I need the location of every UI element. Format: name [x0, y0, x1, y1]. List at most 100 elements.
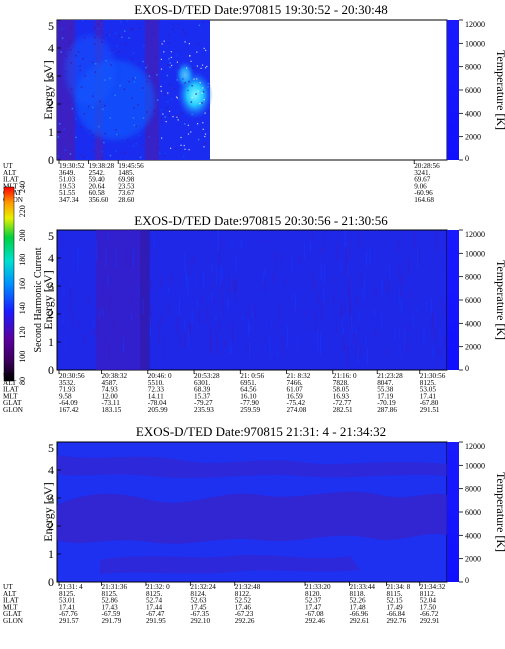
stria-mark — [187, 276, 189, 297]
stria-mark — [350, 315, 352, 329]
noise-speck — [168, 58, 170, 60]
noise-speck — [94, 27, 96, 29]
colorbar-tick-label: 240 — [18, 181, 27, 193]
noise-speck — [197, 124, 199, 126]
noise-speck — [71, 20, 73, 22]
noise-speck — [188, 149, 190, 151]
stria-mark — [130, 296, 132, 304]
noise-speck — [124, 151, 127, 154]
stria-mark — [345, 247, 347, 264]
orbit-value: -60.96 — [414, 189, 433, 197]
orbit-value: -67.23 — [235, 610, 254, 618]
orbit-value: 292.76 — [386, 617, 406, 625]
stria-mark — [355, 329, 357, 335]
noise-speck — [80, 126, 82, 129]
orbit-row-label: GLON — [3, 406, 24, 414]
stria-mark — [321, 300, 323, 321]
stria-mark — [312, 269, 314, 291]
y-tick-label: 5 — [48, 19, 54, 33]
stria-mark — [216, 333, 218, 355]
stria-mark — [294, 292, 296, 312]
noise-speck — [190, 101, 193, 103]
noise-speck — [57, 155, 60, 157]
stria-mark — [96, 240, 98, 262]
orbit-value: -78.04 — [148, 399, 167, 407]
noise-speck — [133, 124, 136, 127]
noise-speck — [145, 66, 147, 69]
orbit-row-label: GLAT — [3, 399, 22, 407]
noise-speck — [195, 93, 197, 95]
orbit-value: 8125. — [102, 590, 118, 598]
noise-speck — [139, 27, 141, 29]
noise-speck — [74, 118, 77, 120]
y2-tick-label: 2000 — [465, 555, 481, 564]
orbit-value: 21:33:44 — [349, 583, 375, 591]
orbit-value: 17.41 — [420, 392, 437, 400]
noise-speck — [162, 113, 164, 115]
stria-mark — [399, 343, 401, 356]
orbit-value: 17.50 — [420, 603, 437, 611]
colorbar-tick-label: 220 — [18, 205, 27, 217]
orbit-value: 52.15 — [386, 597, 403, 605]
noise-speck — [177, 119, 179, 121]
stria-mark — [365, 337, 367, 345]
stria-mark — [72, 311, 74, 330]
noise-speck — [68, 141, 71, 144]
noise-speck — [193, 78, 195, 80]
noise-speck — [119, 84, 121, 87]
panel-3-temperature-bar — [447, 442, 459, 582]
y-tick-label: 2 — [48, 97, 54, 111]
orbit-value: 8124. — [190, 590, 206, 598]
orbit-value: -67.35 — [190, 610, 209, 618]
noise-speck — [131, 97, 134, 99]
stria-mark — [177, 316, 179, 333]
panel-1-orbit-table: UTALTILATMLTGLATGLON19:30:523649.51.0319… — [3, 160, 440, 204]
noise-speck — [164, 93, 166, 96]
stria-mark — [303, 244, 305, 259]
orbit-value: 8118. — [349, 590, 365, 598]
noise-speck — [89, 130, 91, 132]
noise-speck — [74, 99, 76, 102]
noise-speck — [59, 37, 61, 40]
noise-speck — [143, 45, 145, 47]
noise-speck — [91, 106, 94, 109]
stria-mark — [129, 253, 131, 268]
noise-speck — [97, 23, 99, 25]
orbit-value: 61.07 — [287, 386, 304, 394]
stria-mark — [163, 337, 165, 358]
stria-mark — [400, 276, 402, 298]
y2-tick-label: 8000 — [465, 63, 481, 72]
panel-3-purple-region — [57, 491, 447, 544]
orbit-value: 19:30:52 — [59, 162, 85, 170]
noise-speck — [160, 85, 162, 88]
orbit-value: 292.10 — [190, 617, 210, 625]
y-tick-label: 2 — [48, 307, 54, 321]
orbit-value: -73.11 — [102, 399, 121, 407]
colorbar-tick-label: 180 — [18, 254, 27, 266]
orbit-value: 167.42 — [59, 406, 79, 414]
noise-speck — [176, 79, 178, 81]
noise-speck — [183, 144, 185, 147]
stria-mark — [146, 265, 148, 271]
noise-speck — [148, 75, 151, 77]
noise-speck — [91, 134, 94, 137]
y2-tick-label: 4000 — [465, 319, 481, 328]
noise-speck — [133, 107, 135, 109]
stria-mark — [410, 291, 412, 298]
noise-speck — [180, 144, 182, 146]
orbit-value: 4587. — [102, 379, 118, 387]
noise-speck — [101, 151, 103, 153]
panel-3-purple-region — [57, 455, 447, 478]
noise-speck — [201, 102, 203, 104]
stria-mark — [96, 318, 98, 336]
noise-speck — [83, 85, 86, 88]
stria-mark — [358, 234, 360, 248]
stria-mark — [278, 302, 280, 321]
noise-speck — [176, 118, 179, 120]
noise-speck — [79, 69, 82, 72]
y2-tick-label: 10000 — [465, 249, 485, 258]
orbit-value: 21:32: 0 — [146, 583, 170, 591]
stria-mark — [199, 309, 201, 322]
noise-speck — [105, 59, 107, 62]
noise-speck — [172, 115, 174, 118]
